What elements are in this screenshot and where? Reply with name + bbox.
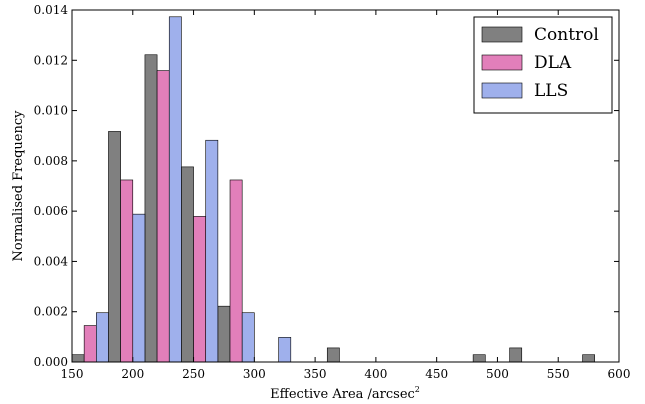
legend: Control DLA LLS — [473, 16, 613, 114]
y-tick-label: 0.008 — [34, 154, 68, 168]
bar-lls-210 — [168, 16, 182, 363]
x-tick-label: 200 — [121, 367, 144, 381]
bar-dla-210 — [156, 70, 170, 363]
axis-ticks: 150 200 250 300 350 400 450 500 550 600 0.000 0.002… — [34, 3, 631, 381]
y-tick-label: 0.010 — [34, 104, 68, 118]
y-tick-label: 0.004 — [34, 254, 69, 268]
bar-control-510 — [509, 347, 523, 363]
bar-control-240 — [181, 166, 194, 363]
bar-control-570 — [582, 354, 595, 363]
bar-control-360 — [326, 347, 340, 363]
bar-dla-150 — [83, 325, 97, 363]
bar-lls-180 — [132, 213, 146, 363]
bar-control-180 — [108, 131, 121, 363]
bars-layer — [71, 16, 595, 363]
bar-lls-240 — [205, 139, 219, 363]
legend-swatch-dla — [481, 54, 523, 71]
x-axis-title: Effective Area /arcsec2 — [270, 385, 420, 402]
legend-swatch-control — [481, 26, 523, 43]
plot-frame — [71, 9, 620, 363]
y-tick-label: 0.014 — [34, 3, 69, 17]
x-tick-label: 250 — [182, 367, 205, 381]
x-tick-label: 350 — [304, 367, 327, 381]
y-tick-label: 0.012 — [34, 53, 68, 67]
x-tick-label: 600 — [608, 367, 631, 381]
legend-swatch-lls — [481, 82, 523, 99]
x-tick-label: 450 — [425, 367, 448, 381]
bar-control-480 — [472, 354, 486, 363]
x-tick-label: 300 — [243, 367, 266, 381]
legend-label-control: Control — [534, 25, 599, 45]
y-tick-label: 0.002 — [34, 305, 68, 319]
y-axis-title: Normalised Frequency — [11, 110, 26, 262]
legend-label-lls: LLS — [534, 81, 568, 101]
bar-dla-240 — [193, 216, 207, 363]
bar-control-150 — [71, 354, 85, 363]
bar-lls-270 — [241, 312, 255, 363]
x-tick-label: 550 — [547, 367, 570, 381]
bar-control-210 — [144, 54, 158, 363]
legend-label-dla: DLA — [534, 53, 572, 73]
bar-lls-150 — [96, 312, 109, 363]
y-tick-label: 0.006 — [34, 204, 68, 218]
bar-control-270 — [217, 305, 231, 363]
x-tick-label: 400 — [364, 367, 387, 381]
bar-dla-180 — [120, 179, 134, 363]
y-tick-label: 0.000 — [34, 355, 68, 369]
bar-lls-300 — [278, 337, 292, 363]
x-tick-label: 150 — [61, 367, 84, 381]
bar-dla-270 — [229, 179, 243, 363]
x-tick-label: 500 — [486, 367, 509, 381]
